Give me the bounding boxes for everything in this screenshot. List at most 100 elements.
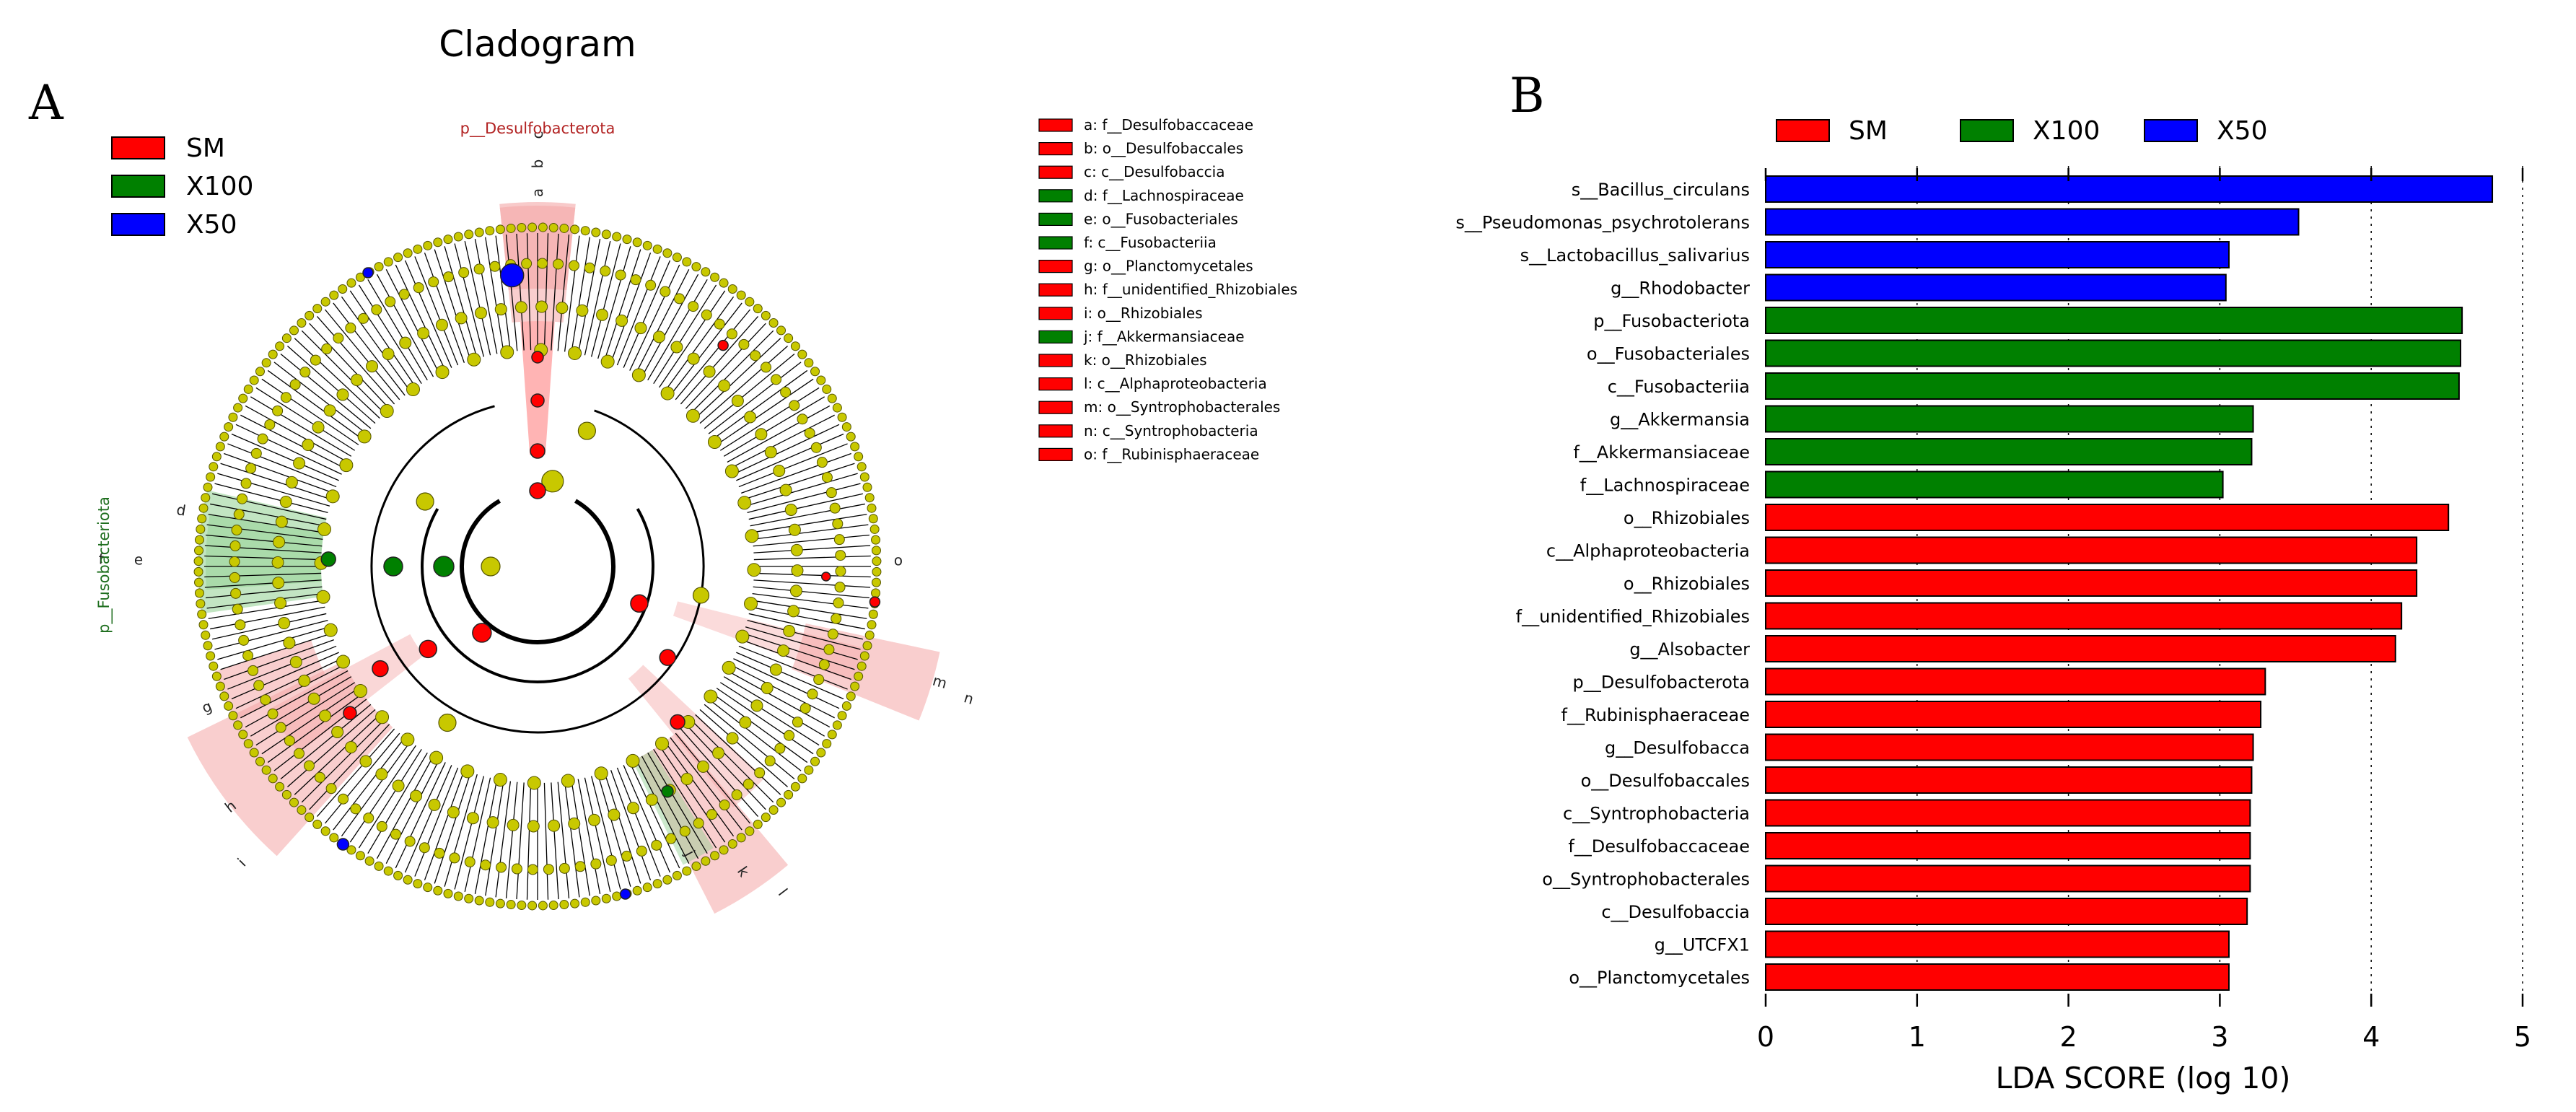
tree-node	[854, 671, 864, 681]
tree-node	[443, 235, 453, 245]
tree-node	[215, 681, 225, 691]
tree-branch	[294, 338, 380, 419]
lda-bar-label-f-unidentified-rhizobiales: f__unidentified_Rhizobiales	[1516, 607, 1750, 627]
tree-branch	[316, 728, 395, 817]
tree-node	[538, 901, 548, 911]
tree-node	[804, 427, 815, 439]
tree-node	[250, 447, 262, 459]
tree-branch	[325, 732, 400, 824]
tree-node	[233, 403, 243, 413]
tree-node	[612, 232, 622, 242]
tree-node	[480, 859, 491, 871]
tree-branch	[704, 704, 795, 779]
tree-node	[810, 756, 820, 766]
tree-node	[764, 446, 777, 459]
tree-node	[665, 833, 677, 844]
tree-node	[363, 813, 374, 824]
tree-branch	[664, 741, 735, 837]
tree-node	[714, 318, 725, 330]
tree-branch	[745, 473, 858, 507]
tree-node	[376, 820, 387, 832]
tree-branch	[206, 592, 323, 609]
lda-legend-label-x50: X50	[2217, 116, 2267, 146]
tree-branch	[220, 463, 332, 500]
tree-branch	[753, 586, 870, 599]
tree-node	[413, 282, 424, 294]
tree-node	[719, 800, 730, 811]
tree-node	[298, 674, 311, 687]
tree-node	[374, 262, 384, 272]
tree-branch	[505, 234, 518, 351]
lda-legend-label-sm: SM	[1849, 116, 1888, 146]
tree-node	[594, 766, 608, 781]
tree-node	[769, 663, 782, 676]
tree-branch	[748, 493, 864, 520]
tree-node	[835, 550, 846, 561]
tree-branch	[204, 579, 322, 588]
tree-node	[561, 774, 575, 788]
key-label-g: g: o__Planctomycetales	[1084, 258, 1253, 275]
tree-branch	[210, 503, 325, 527]
tree-node	[224, 701, 234, 711]
tree-node	[464, 893, 474, 903]
tree-node	[755, 428, 768, 441]
tree-node	[548, 819, 561, 832]
key-swatch-o	[1038, 447, 1073, 462]
tree-node	[346, 845, 356, 855]
tree-node	[357, 312, 369, 324]
tree-node	[797, 349, 807, 359]
tree-node	[238, 730, 248, 740]
tree-node	[871, 546, 881, 556]
tree-node	[429, 750, 444, 765]
clade-label-desulfobacterota: p__Desulfobacterota	[460, 120, 615, 138]
tree-node	[336, 654, 351, 669]
lda-bar-o-fusobacteriales	[1765, 339, 2461, 367]
tree-node	[738, 338, 750, 350]
tree-node	[333, 333, 344, 344]
tree-node	[443, 271, 455, 283]
tree-node	[615, 314, 628, 327]
tree-node	[871, 588, 881, 598]
tree-node	[591, 896, 601, 906]
tree-branch	[659, 290, 726, 388]
tree-node	[489, 261, 501, 272]
tree-node	[485, 226, 495, 236]
tree-node	[514, 301, 527, 314]
lda-bar-o-rhizobiales	[1765, 504, 2450, 531]
panel-label-a: A	[28, 75, 64, 131]
tree-node	[779, 483, 792, 496]
tree-branch	[367, 752, 428, 854]
tree-node	[382, 347, 395, 360]
tree-node	[428, 276, 439, 288]
tree-branch	[224, 639, 334, 680]
tree-node	[864, 493, 875, 503]
tree-branch	[753, 545, 871, 553]
key-label-k: k: o__Rhizobiales	[1084, 351, 1207, 369]
tree-node	[645, 793, 658, 806]
tree-node	[632, 885, 642, 896]
tree-node	[435, 318, 448, 331]
tree-node	[691, 861, 701, 871]
tree-node	[257, 433, 268, 445]
tree-branch	[664, 296, 735, 392]
tree-node	[835, 566, 846, 577]
tree-node	[460, 764, 475, 779]
tree-node	[403, 248, 413, 258]
tree-node	[375, 768, 388, 781]
tree-node	[570, 898, 580, 909]
tree-branch	[250, 396, 352, 457]
tree-node	[827, 393, 837, 403]
tree-node	[211, 671, 222, 681]
tree-branch	[745, 626, 858, 660]
tree-node	[706, 809, 718, 820]
tree-branch	[325, 309, 400, 400]
tree-node	[390, 828, 401, 840]
tree-node	[621, 850, 632, 862]
tree-branch	[616, 767, 661, 877]
tree-node	[834, 582, 846, 593]
tree-node	[194, 577, 204, 587]
tree-node	[253, 680, 265, 691]
tree-branch	[641, 273, 699, 377]
tree-branch	[227, 645, 337, 690]
tree-branch	[670, 737, 742, 831]
